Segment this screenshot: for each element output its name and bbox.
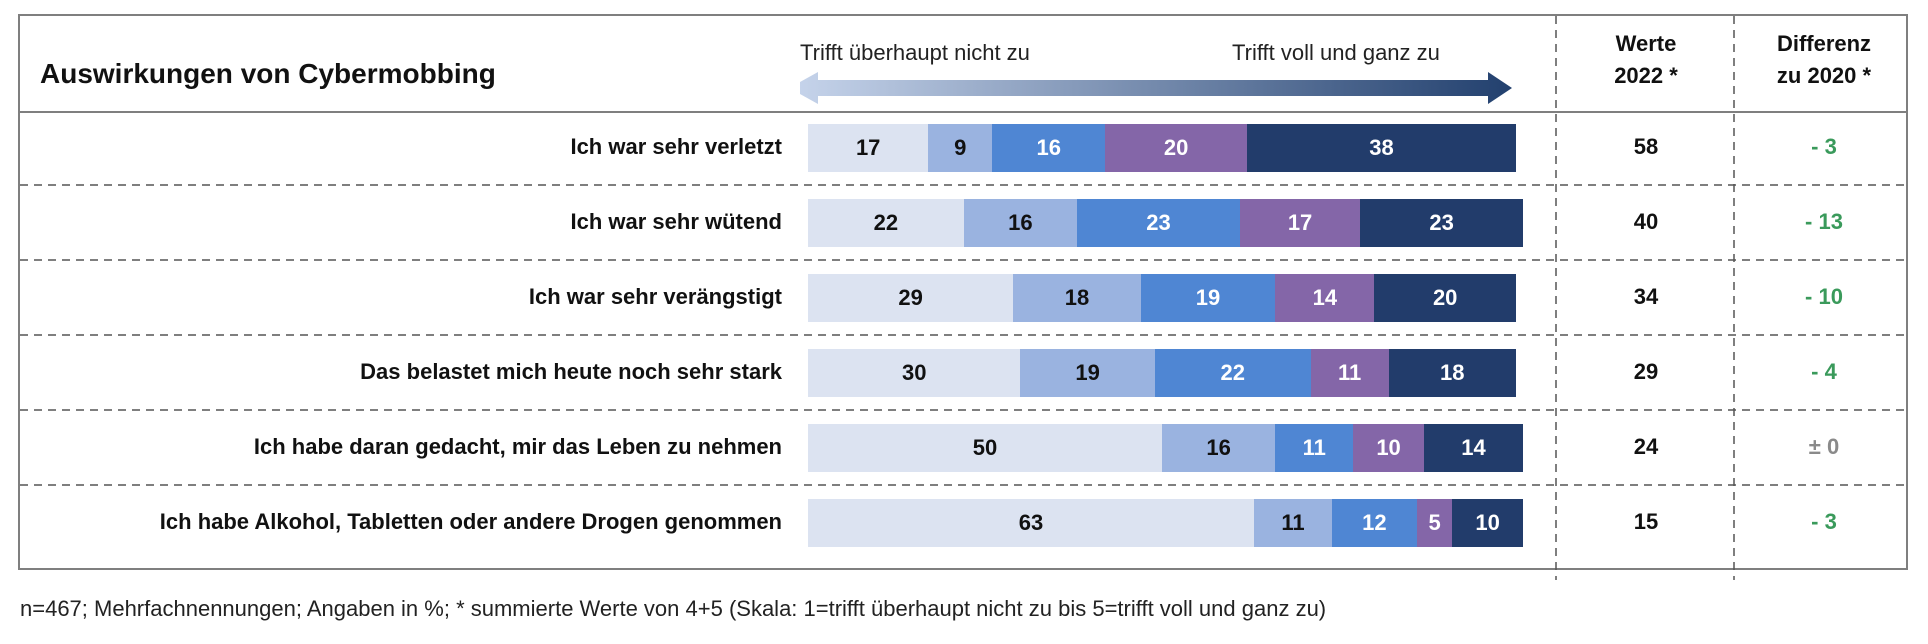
row-label: Ich habe Alkohol, Tabletten oder andere … xyxy=(159,509,782,534)
differenz-value: - 4 xyxy=(1811,359,1837,384)
bar-segment: 19 xyxy=(1140,274,1276,322)
differenz-value: - 3 xyxy=(1811,509,1837,534)
werte-2022-value: 58 xyxy=(1633,134,1659,159)
werte-2022-value: 29 xyxy=(1633,359,1659,384)
bar-segment: 19 xyxy=(1020,349,1155,397)
row-label: Das belastet mich heute noch sehr stark xyxy=(360,359,782,384)
row-label: Ich war sehr wütend xyxy=(570,209,783,234)
werte-2022-value: 24 xyxy=(1633,434,1659,459)
differenz-value: ± 0 xyxy=(1808,434,1840,459)
werte-2022-value: 15 xyxy=(1633,509,1659,534)
row-label: Ich habe daran gedacht, mir das Leben zu… xyxy=(253,434,782,459)
bar-segment: 5 xyxy=(1416,499,1453,547)
bar-segment: 14 xyxy=(1275,274,1375,322)
chart-title: Auswirkungen von Cybermobbing xyxy=(40,58,496,89)
bar-segment: 10 xyxy=(1353,424,1424,472)
bar-segment: 11 xyxy=(1310,349,1389,397)
differenz-header: Differenz zu 2020 * xyxy=(1744,28,1904,92)
differenz-header-line1: Differenz xyxy=(1776,31,1872,56)
bar-segment: 10 xyxy=(1452,499,1524,547)
bar-segment: 38 xyxy=(1246,124,1516,172)
differenz-value: - 3 xyxy=(1811,134,1837,159)
row-label: Ich war sehr verängstigt xyxy=(528,284,782,309)
bar-segment: 20 xyxy=(1374,274,1516,322)
bar-segment: 22 xyxy=(1154,349,1311,397)
bar-segment: 50 xyxy=(808,424,1162,472)
bar-segment: 23 xyxy=(1360,199,1524,247)
bar-segment: 11 xyxy=(1254,499,1332,547)
bar-segment: 16 xyxy=(963,199,1078,247)
bar-segment: 9 xyxy=(928,124,993,172)
bar-segment: 20 xyxy=(1105,124,1247,172)
footnote: n=467; Mehrfachnennungen; Angaben in %; … xyxy=(20,596,1327,621)
bar-segment: 30 xyxy=(808,349,1021,397)
bar-segment: 12 xyxy=(1331,499,1417,547)
bar-segment: 11 xyxy=(1275,424,1354,472)
differenz-value: - 10 xyxy=(1805,284,1843,309)
scale-label-high: Trifft voll und ganz zu xyxy=(1232,40,1440,65)
bar-segment: 16 xyxy=(1162,424,1276,472)
bar-segment: 18 xyxy=(1388,349,1516,397)
bar-segment: 16 xyxy=(992,124,1106,172)
bar-segment: 22 xyxy=(808,199,964,247)
differenz-header-line2: zu 2020 * xyxy=(1776,63,1872,88)
row-label: Ich war sehr verletzt xyxy=(570,134,782,159)
dividers xyxy=(20,16,1906,580)
werte-header-line2: 2022 * xyxy=(1614,63,1678,88)
differenz-value: - 13 xyxy=(1805,209,1843,234)
werte-header: Werte 2022 * xyxy=(1566,28,1726,92)
bar-segment: 18 xyxy=(1013,274,1141,322)
bar-segment: 17 xyxy=(808,124,929,172)
werte-header-line1: Werte xyxy=(1615,31,1677,56)
scale-label-low: Trifft überhaupt nicht zu xyxy=(800,40,1030,65)
werte-2022-value: 34 xyxy=(1633,284,1659,309)
werte-2022-value: 40 xyxy=(1633,209,1659,234)
bar-segment: 23 xyxy=(1077,199,1240,247)
bar-segment: 17 xyxy=(1239,199,1361,247)
scale-arrow-shape xyxy=(800,72,1512,104)
bar-segment: 29 xyxy=(808,274,1014,322)
scale-arrow xyxy=(800,72,1512,104)
bar-segment: 63 xyxy=(808,499,1255,547)
bar-segment: 14 xyxy=(1423,424,1524,472)
